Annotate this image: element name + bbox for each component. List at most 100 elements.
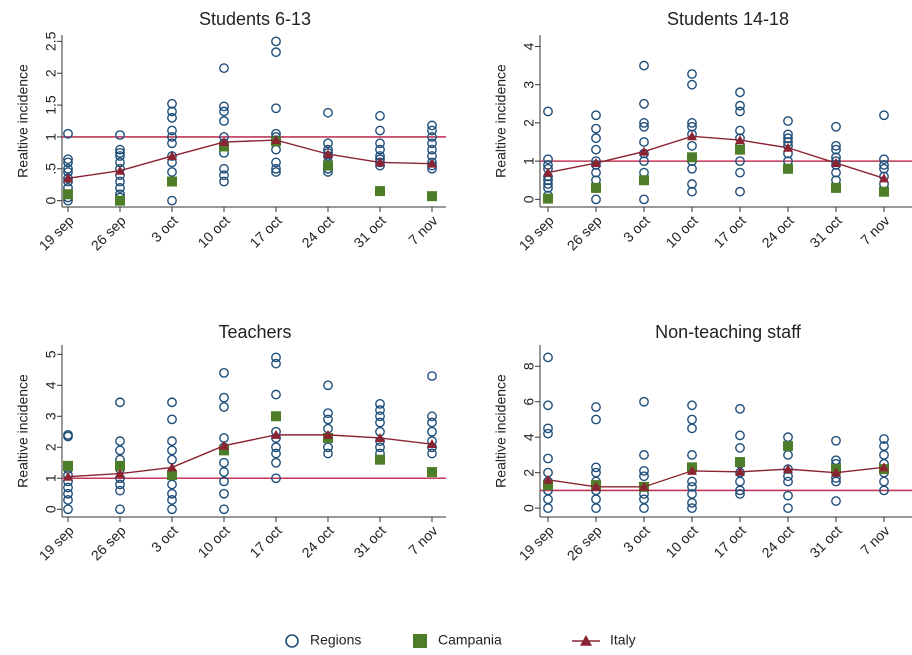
y-tick-label: 0 xyxy=(521,504,537,512)
region-point xyxy=(219,488,229,499)
region-point xyxy=(63,128,73,139)
region-point xyxy=(427,417,437,428)
campania-point xyxy=(783,441,793,452)
x-tick-label: 10 oct xyxy=(662,212,700,250)
region-point xyxy=(167,167,177,177)
y-tick-label: 1 xyxy=(521,157,537,165)
region-point xyxy=(543,503,553,514)
region-point xyxy=(783,129,793,140)
region-point xyxy=(639,98,649,109)
italy-point xyxy=(427,439,437,449)
region-point xyxy=(115,485,125,496)
region-point xyxy=(639,503,649,514)
region-point xyxy=(271,163,281,174)
campania-point xyxy=(543,193,553,204)
y-axis-label: Realtive incidence xyxy=(15,374,31,488)
region-point xyxy=(167,397,177,408)
italy-point xyxy=(591,158,601,168)
italy-point xyxy=(115,165,125,175)
region-point xyxy=(271,448,281,459)
y-tick-label: 8 xyxy=(521,362,537,370)
region-point xyxy=(783,116,793,126)
x-tick-label: 19 sep xyxy=(36,522,77,563)
region-point xyxy=(219,467,229,477)
campania-point xyxy=(115,460,125,471)
y-tick-label: 1.5 xyxy=(43,95,59,115)
y-tick-label: .5 xyxy=(43,163,59,175)
region-point xyxy=(735,476,745,487)
region-point xyxy=(879,434,889,444)
region-point xyxy=(543,154,553,165)
region-point xyxy=(219,402,229,412)
campania-point xyxy=(323,160,333,171)
region-point xyxy=(687,476,697,487)
italy-point xyxy=(831,467,841,477)
region-point xyxy=(115,397,125,408)
region-point xyxy=(323,442,333,453)
y-tick-label: 3 xyxy=(521,81,537,89)
y-tick-label: 6 xyxy=(521,398,537,406)
campania-point xyxy=(735,144,745,155)
region-point xyxy=(219,106,229,117)
region-point xyxy=(639,450,649,460)
y-tick-label: 2 xyxy=(521,119,537,127)
x-tick-label: 7 nov xyxy=(405,212,441,248)
italy-point xyxy=(63,471,73,481)
campania-point xyxy=(271,411,281,422)
region-point xyxy=(427,120,437,131)
region-point xyxy=(591,144,601,155)
region-point xyxy=(543,400,553,411)
campania-point xyxy=(783,163,793,174)
campania-point xyxy=(879,186,889,197)
region-point xyxy=(735,403,745,414)
region-point xyxy=(831,121,841,132)
region-point xyxy=(219,392,229,403)
region-point xyxy=(591,462,601,473)
region-point xyxy=(783,450,793,460)
region-point xyxy=(639,396,649,407)
region-point xyxy=(271,457,281,468)
y-tick-label: 2.5 xyxy=(43,31,59,51)
region-point xyxy=(167,125,177,136)
region-point xyxy=(543,182,553,193)
y-axis-label: Realtive incidence xyxy=(493,64,509,178)
region-point xyxy=(115,176,125,187)
region-point xyxy=(687,69,697,79)
campania-point xyxy=(639,175,649,186)
region-point xyxy=(167,479,177,490)
region-point xyxy=(879,450,889,460)
campania-point xyxy=(687,152,697,163)
x-tick-label: 17 oct xyxy=(246,212,284,250)
region-point xyxy=(219,176,229,187)
region-point xyxy=(783,476,793,487)
region-point xyxy=(271,103,281,114)
region-point xyxy=(219,367,229,378)
region-point xyxy=(879,110,889,121)
italy-point xyxy=(323,149,333,159)
italy-point xyxy=(783,142,793,152)
x-tick-label: 31 oct xyxy=(806,522,844,560)
region-point xyxy=(167,414,177,425)
region-point xyxy=(115,479,125,490)
x-tick-label: 31 oct xyxy=(350,212,388,250)
region-point xyxy=(427,144,437,155)
y-tick-label: 4 xyxy=(521,433,537,441)
x-tick-label: 26 sep xyxy=(564,522,605,563)
region-point xyxy=(219,63,229,74)
region-point xyxy=(687,450,697,460)
x-tick-label: 7 nov xyxy=(857,212,893,248)
region-point xyxy=(687,497,697,508)
italy-point xyxy=(167,151,177,161)
region-point xyxy=(543,428,553,439)
region-point xyxy=(687,423,697,434)
italy-line xyxy=(547,466,885,488)
region-point xyxy=(167,445,177,456)
x-tick-label: 17 oct xyxy=(710,212,748,250)
region-point xyxy=(543,179,553,189)
region-point xyxy=(375,417,385,428)
region-point xyxy=(115,144,125,155)
italy-point xyxy=(427,158,437,168)
region-point xyxy=(639,60,649,71)
region-point xyxy=(271,36,281,47)
italy-point xyxy=(63,173,73,183)
